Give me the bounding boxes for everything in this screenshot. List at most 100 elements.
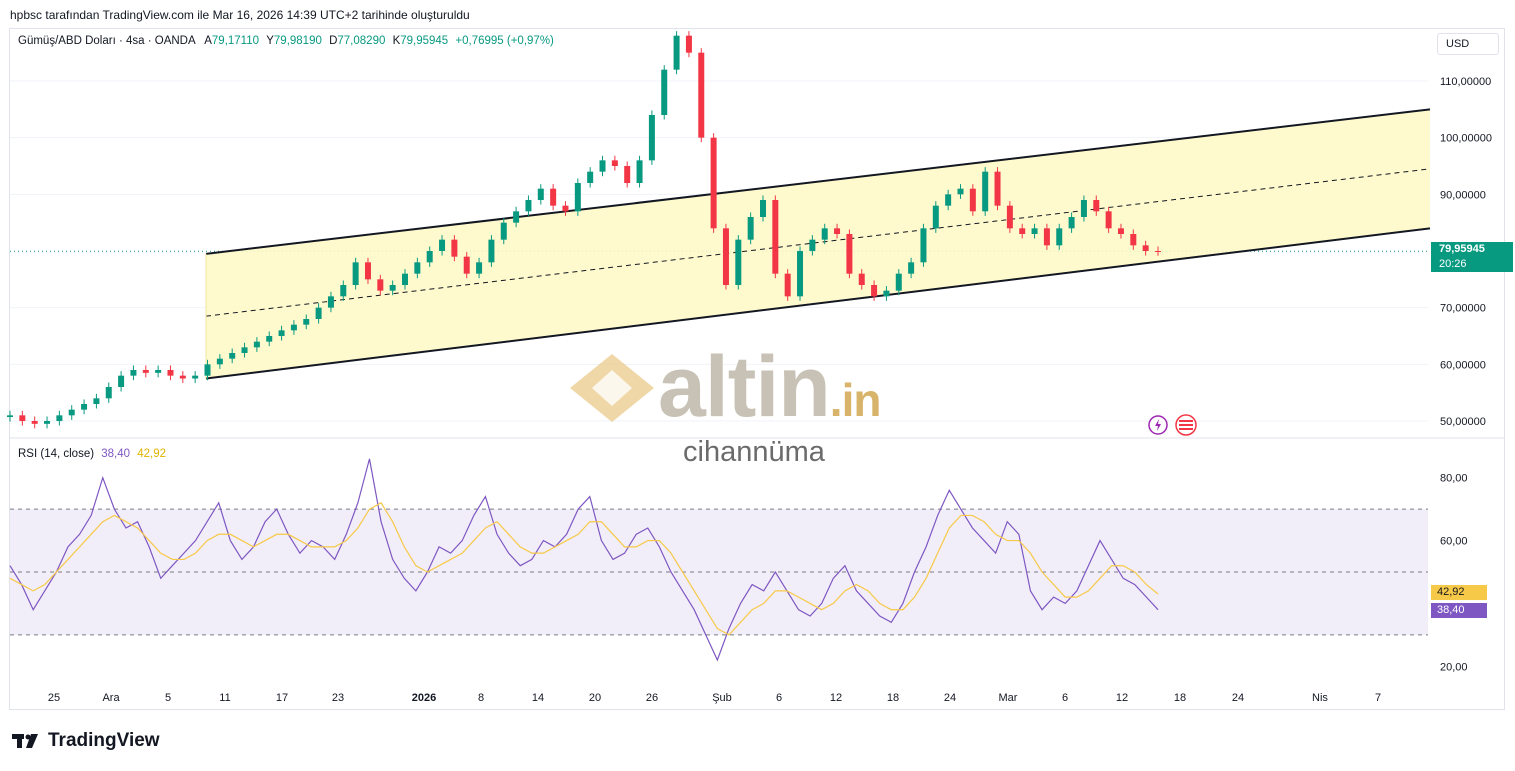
time-tick-label: 20 bbox=[589, 692, 601, 704]
candle-body bbox=[525, 200, 532, 212]
close-label: K bbox=[392, 35, 401, 47]
candle-body bbox=[1056, 228, 1063, 246]
candle-body bbox=[945, 194, 952, 206]
candle-body bbox=[216, 358, 223, 365]
candle-body bbox=[1006, 205, 1013, 229]
time-tick-label: 11 bbox=[219, 692, 230, 704]
candle-body bbox=[389, 285, 396, 291]
rsi-series-rsi bbox=[9, 458, 1159, 662]
candle-body bbox=[142, 370, 149, 373]
candle-body bbox=[1043, 228, 1050, 246]
candle-body bbox=[932, 205, 939, 229]
candle-body bbox=[340, 285, 347, 297]
candle-body bbox=[377, 279, 384, 291]
tradingview-logo-icon bbox=[12, 734, 38, 748]
candle-body bbox=[1105, 211, 1112, 229]
candle-body bbox=[784, 273, 791, 297]
candle-body bbox=[982, 171, 989, 212]
candle-body bbox=[1117, 228, 1124, 234]
change-value: +0,76995 (+0,97%) bbox=[455, 35, 554, 47]
time-tick-label: Nis bbox=[1312, 692, 1328, 704]
candle-body bbox=[710, 137, 717, 229]
candle-body bbox=[685, 35, 692, 53]
candle-body bbox=[266, 336, 273, 342]
watermark-logo: altin.in bbox=[566, 338, 881, 437]
time-axis: 25 Ara 5 11 17 23 2026 8 14 20 26 Şub 6 12 18 24 Mar 6 12 1… bbox=[48, 692, 1381, 704]
time-tick-label: 6 bbox=[1062, 692, 1068, 704]
candle-body bbox=[611, 160, 618, 166]
price-tick-label: 60,00000 bbox=[1440, 359, 1486, 371]
candle-body bbox=[1130, 234, 1137, 246]
candle-body bbox=[871, 285, 878, 297]
price-tick-label: 70,00000 bbox=[1440, 303, 1486, 315]
candle-body bbox=[167, 370, 174, 376]
time-tick-label: 6 bbox=[776, 692, 782, 704]
candle-body bbox=[451, 239, 458, 257]
symbol-name: Gümüş/ABD Doları · 4sa · OANDA bbox=[18, 35, 196, 47]
candle-body bbox=[994, 171, 1001, 206]
candle-body bbox=[1093, 200, 1100, 212]
watermark-subtitle: cihannüma bbox=[683, 436, 825, 468]
rsi-series-ma bbox=[9, 502, 1159, 636]
open-value: 79,17110 bbox=[211, 35, 260, 47]
candle-body bbox=[19, 415, 26, 421]
high-label: Y bbox=[266, 35, 274, 47]
candle-body bbox=[920, 228, 927, 263]
candle-body bbox=[118, 375, 125, 387]
time-tick-label: 26 bbox=[646, 692, 658, 704]
candle-body bbox=[858, 273, 865, 285]
time-tick-label: Ara bbox=[102, 692, 120, 704]
rsi-label: RSI (14, close) bbox=[18, 448, 95, 460]
candle-body bbox=[68, 409, 75, 416]
rsi-tick-label: 80,00 bbox=[1440, 473, 1468, 485]
time-tick-label: 18 bbox=[887, 692, 899, 704]
rsi-ma-badge: 42,92 bbox=[1431, 585, 1487, 600]
last-price-value: 79,95945 bbox=[1439, 243, 1485, 255]
open-label: A bbox=[204, 35, 212, 47]
candle-body bbox=[192, 375, 199, 379]
candle-body bbox=[797, 251, 804, 297]
candle-body bbox=[599, 160, 606, 172]
symbol-legend: Gümüş/ABD Doları · 4sa · OANDA A79,17110… bbox=[18, 35, 554, 47]
tradingview-brand[interactable]: TradingView bbox=[12, 730, 160, 752]
time-tick-label: Şub bbox=[712, 692, 732, 704]
last-price-countdown: 20:26 bbox=[1439, 258, 1467, 270]
high-value: 79,98190 bbox=[273, 35, 322, 47]
channel-fill bbox=[206, 109, 1430, 379]
candle-body bbox=[179, 375, 186, 379]
time-tick-label: 12 bbox=[830, 692, 842, 704]
price-tick-label: 110,00000 bbox=[1440, 76, 1491, 88]
candle-body bbox=[1155, 251, 1161, 252]
last-price-badge: 79,95945 20:26 bbox=[1431, 242, 1513, 272]
candle-body bbox=[204, 364, 211, 376]
candle-body bbox=[364, 262, 371, 280]
candle-body bbox=[56, 415, 63, 421]
candle-body bbox=[587, 171, 594, 183]
currency-selector[interactable]: USD bbox=[1437, 33, 1499, 55]
candle-body bbox=[562, 205, 569, 212]
channel-upper-line bbox=[205, 108, 1431, 255]
candle-body bbox=[908, 262, 915, 274]
candle-body bbox=[537, 188, 544, 200]
candle-body bbox=[624, 166, 631, 183]
candle-body bbox=[1080, 200, 1087, 217]
candle-body bbox=[315, 307, 322, 319]
time-tick-label: 5 bbox=[165, 692, 171, 704]
time-tick-label: 2026 bbox=[412, 692, 436, 704]
candle-body bbox=[426, 251, 433, 263]
candle-body bbox=[957, 188, 964, 195]
regression-channel bbox=[205, 108, 1431, 380]
candle-body bbox=[895, 273, 902, 291]
candle-body bbox=[476, 262, 483, 274]
candle-body bbox=[636, 160, 643, 183]
candle-body bbox=[772, 200, 779, 274]
candle-body bbox=[253, 341, 260, 348]
candle-body bbox=[130, 370, 137, 376]
candle-body bbox=[846, 234, 853, 274]
candle-body bbox=[698, 52, 705, 138]
candle-body bbox=[513, 211, 520, 223]
candle-body bbox=[574, 183, 581, 212]
candle-body bbox=[969, 188, 976, 212]
time-tick-label: 18 bbox=[1174, 692, 1186, 704]
